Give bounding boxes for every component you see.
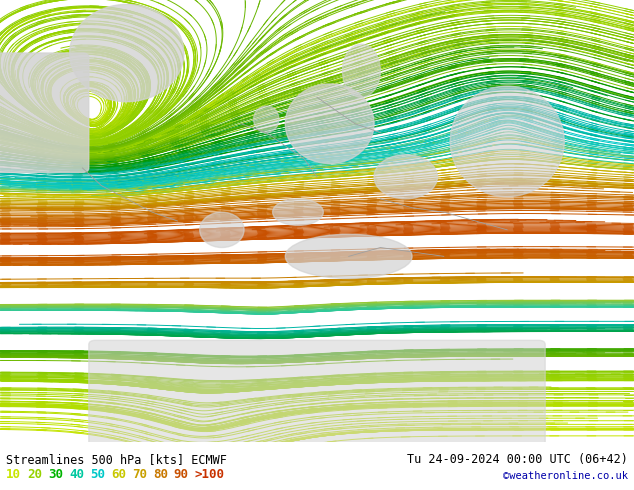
Text: Streamlines 500 hPa [kts] ECMWF: Streamlines 500 hPa [kts] ECMWF [6,453,227,466]
FancyBboxPatch shape [89,341,545,446]
Text: 50: 50 [90,468,105,481]
Ellipse shape [374,155,437,199]
Text: 60: 60 [111,468,126,481]
Ellipse shape [254,106,279,133]
Ellipse shape [285,234,412,278]
Text: 30: 30 [48,468,63,481]
Text: 10: 10 [6,468,22,481]
Text: 90: 90 [174,468,189,481]
Text: >100: >100 [195,468,224,481]
Ellipse shape [342,44,380,97]
Ellipse shape [70,4,184,101]
Text: 40: 40 [69,468,84,481]
Text: Tu 24-09-2024 00:00 UTC (06+42): Tu 24-09-2024 00:00 UTC (06+42) [407,453,628,466]
Ellipse shape [450,86,564,196]
Ellipse shape [200,212,244,247]
Text: 80: 80 [153,468,168,481]
Text: 70: 70 [132,468,147,481]
Ellipse shape [273,199,323,225]
Text: ©weatheronline.co.uk: ©weatheronline.co.uk [503,471,628,481]
Text: 20: 20 [27,468,42,481]
Ellipse shape [285,84,374,164]
FancyBboxPatch shape [0,53,89,172]
